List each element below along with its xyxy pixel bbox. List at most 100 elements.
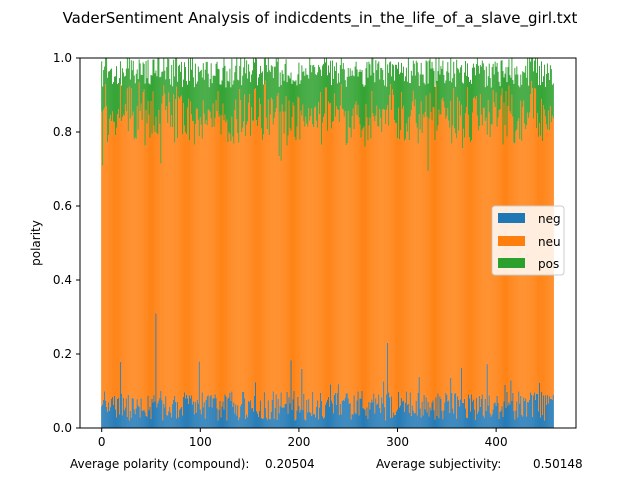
- bar-pos: [521, 84, 523, 141]
- bar-pos: [401, 72, 403, 109]
- bar-neu: [488, 112, 490, 396]
- bar-pos: [371, 58, 373, 92]
- bar-neg: [195, 412, 197, 428]
- bar-neg: [322, 416, 324, 428]
- bar-neg: [188, 403, 189, 428]
- bar-pos: [335, 62, 337, 107]
- bar-pos: [520, 74, 522, 101]
- bar-pos: [512, 80, 514, 117]
- bar-neg: [446, 394, 448, 428]
- bar-neg: [437, 393, 439, 428]
- bar-neu: [467, 87, 468, 418]
- bar-neg: [123, 410, 125, 428]
- bar-neg: [414, 412, 416, 428]
- bar-neu: [346, 143, 348, 394]
- bar-neu: [421, 133, 423, 402]
- bar-neg: [513, 410, 515, 428]
- bar-neu: [164, 93, 166, 408]
- bar-neu: [435, 83, 437, 398]
- bar-pos: [403, 81, 405, 141]
- bar-neg: [464, 398, 466, 428]
- bar-neu: [185, 132, 186, 399]
- bar-neg: [544, 395, 546, 428]
- bar-pos: [262, 84, 264, 135]
- bar-pos: [369, 64, 371, 118]
- bar-pos: [249, 71, 251, 95]
- bar-neu: [279, 111, 281, 407]
- bar-pos: [423, 82, 425, 118]
- bar-neg: [169, 406, 171, 428]
- bar-neu: [322, 122, 324, 417]
- bar-pos: [244, 58, 246, 95]
- bar-neu: [422, 114, 424, 416]
- bar-pos: [219, 84, 221, 115]
- bar-neu: [330, 128, 332, 401]
- bar-pos: [529, 58, 531, 113]
- bar-neu: [141, 119, 143, 411]
- bar-neg: [372, 402, 374, 428]
- bar-neg: [140, 398, 142, 428]
- bar-neg: [318, 419, 320, 428]
- bar-pos: [478, 73, 480, 127]
- bar-pos: [162, 71, 164, 96]
- bar-pos: [440, 66, 442, 115]
- bar-neu: [319, 114, 321, 408]
- bar-pos: [551, 84, 553, 116]
- bar-neg: [238, 420, 240, 428]
- bar-neg: [160, 391, 162, 428]
- bar-pos: [128, 58, 130, 87]
- bar-neu: [258, 116, 259, 417]
- bar-neg: [141, 410, 143, 428]
- bar-neu: [388, 125, 390, 393]
- bar-neu: [484, 121, 486, 399]
- bar-neg: [168, 411, 170, 428]
- bar-neg: [341, 400, 343, 428]
- bar-neg: [428, 416, 430, 428]
- bar-neu: [482, 108, 484, 416]
- bar-pos: [267, 58, 269, 100]
- bar-neu: [502, 144, 504, 417]
- bar-neu: [239, 89, 241, 418]
- bar-neg: [320, 392, 322, 428]
- bar-pos: [486, 85, 488, 135]
- bar-pos: [183, 79, 185, 103]
- bar-pos: [405, 67, 407, 124]
- bar-neu: [391, 110, 393, 397]
- bar-neu: [351, 116, 353, 414]
- bar-pos: [356, 69, 358, 116]
- bar-pos: [187, 84, 188, 108]
- bar-pos: [210, 63, 212, 119]
- bar-neu: [142, 92, 144, 411]
- bar-neg: [488, 395, 490, 428]
- bar-neg: [343, 400, 345, 428]
- bar-neu: [308, 108, 310, 400]
- bar-pos: [419, 74, 421, 130]
- bar-pos: [139, 63, 141, 112]
- bar-neu: [161, 103, 163, 401]
- bar-neu: [373, 116, 375, 394]
- bar-pos: [117, 84, 118, 115]
- bar-pos: [254, 62, 256, 90]
- bar-neu: [424, 112, 426, 410]
- bar-neg: [356, 400, 358, 428]
- bar-neu: [230, 141, 232, 401]
- bar-neu: [408, 140, 410, 413]
- bar-neg: [379, 407, 381, 428]
- bar-neu: [316, 120, 318, 407]
- bar-neg: [470, 411, 471, 428]
- bar-neu: [372, 113, 374, 403]
- bar-pos: [284, 63, 286, 112]
- plot-frame: [79, 57, 577, 429]
- bar-pos: [508, 59, 510, 86]
- bar-neg: [261, 418, 263, 428]
- bar-pos: [308, 78, 310, 109]
- bar-neu: [345, 144, 347, 394]
- bar-neg: [392, 417, 394, 428]
- bar-neu: [473, 96, 475, 410]
- bar-neu: [188, 140, 190, 396]
- bar-neu: [415, 123, 417, 401]
- bar-neg: [269, 419, 271, 428]
- bar-pos: [417, 72, 419, 144]
- bar-neg: [443, 410, 445, 428]
- bar-neg: [282, 407, 284, 428]
